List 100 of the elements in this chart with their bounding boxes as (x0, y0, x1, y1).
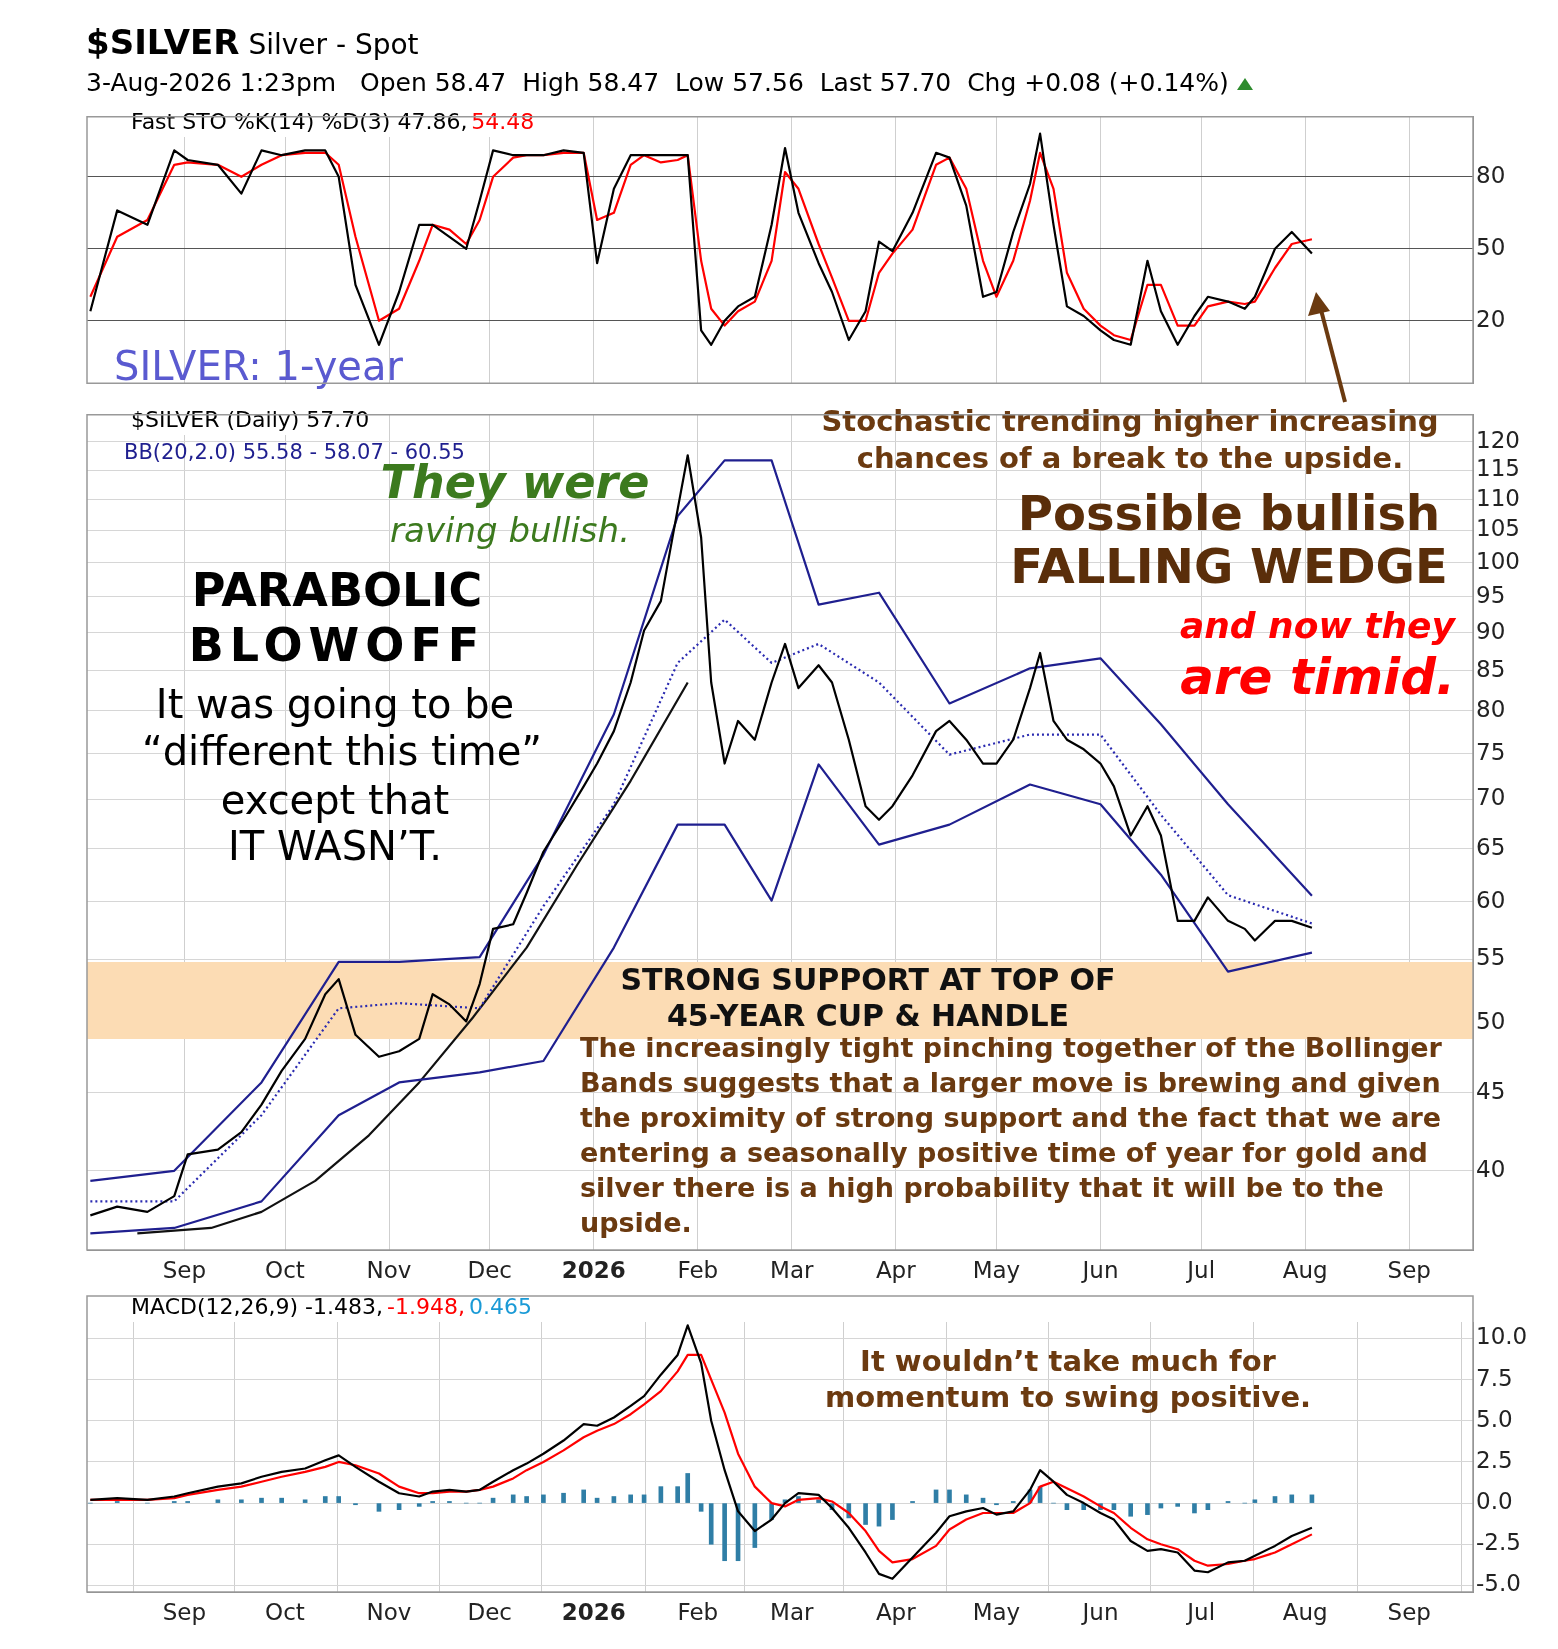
annotation: chances of a break to the upside. (856, 440, 1404, 475)
bar (581, 1489, 587, 1503)
x-tick-label: May (972, 1256, 1021, 1283)
bar (1175, 1503, 1181, 1507)
bar (541, 1494, 546, 1503)
y-tick-label: 65 (1476, 833, 1506, 860)
y-tick-label: 100 (1476, 547, 1520, 574)
bar (685, 1473, 691, 1503)
y-tick-label: 85 (1476, 655, 1506, 682)
y-tick-label: 90 (1476, 617, 1506, 644)
bar (376, 1503, 382, 1512)
bar (1145, 1503, 1150, 1515)
bar (863, 1503, 868, 1525)
bar (816, 1499, 821, 1503)
bar (561, 1492, 566, 1503)
y-tick-label: 40 (1476, 1155, 1506, 1182)
x-tick-label: Sep (162, 1598, 206, 1625)
y-tick-label: 80 (1476, 161, 1506, 188)
x-tick-label: Dec (467, 1598, 512, 1625)
x-tick-label: Apr (875, 1598, 917, 1625)
annotation: BLOWOFF (188, 617, 486, 672)
annotation: are timid. (1180, 647, 1455, 706)
x-tick-label: Nov (366, 1598, 412, 1625)
y-tick-label: 7.5 (1476, 1364, 1513, 1391)
y-tick-label: 115 (1476, 455, 1520, 482)
bar (890, 1503, 895, 1520)
bar (336, 1496, 342, 1503)
bar (1064, 1503, 1070, 1511)
x-tick-label: Nov (366, 1256, 412, 1283)
chart-subtitle: 3-Aug-2026 1:23pm Open 58.47 High 58.47 Low 57.56 Last 57.70 Chg +0.08 (+0.14%) (86, 68, 1230, 97)
bar (259, 1497, 264, 1503)
annotation: and now they (1179, 605, 1457, 647)
x-tick-label: Aug (1282, 1598, 1328, 1625)
text: MACD(12,26,9) -1.483, (131, 1293, 383, 1319)
annotation: The increasingly tight pinching together of the Bollinger Bands suggests that a larger move is brewing and given the proximity of strong support and the fact that we are entering a seasonally positive time of year for gold and silver there is a high probability that it will be to the upside. (580, 1032, 1443, 1239)
y-tick-label: 110 (1476, 484, 1520, 511)
bar (416, 1503, 422, 1507)
annotation: raving bullish. (390, 509, 630, 550)
annotation: Stochastic trending higher increasing (821, 403, 1439, 438)
y-tick-label: 10.0 (1476, 1323, 1528, 1350)
bar (322, 1496, 328, 1503)
text: 0.465 (468, 1293, 532, 1319)
bar (302, 1499, 308, 1503)
bar (1192, 1503, 1197, 1514)
bar (1252, 1499, 1258, 1503)
y-tick-label: 50 (1476, 233, 1506, 260)
x-tick-label: Oct (265, 1256, 305, 1283)
x-tick-label: Jul (1185, 1598, 1216, 1625)
y-tick-label: 2.5 (1476, 1446, 1513, 1473)
bar (1272, 1496, 1278, 1503)
y-tick-label: -5.0 (1476, 1570, 1521, 1597)
x-tick-label: Mar (770, 1598, 814, 1625)
x-tick-label: 2026 (561, 1598, 626, 1625)
annotation: except that (220, 777, 450, 824)
x-tick-label: Dec (467, 1256, 512, 1283)
y-tick-label: 60 (1476, 886, 1506, 913)
y-tick-label: 75 (1476, 738, 1506, 765)
bar (524, 1496, 529, 1503)
y-tick-label: 120 (1476, 426, 1520, 453)
bar (239, 1499, 244, 1503)
x-tick-label: Jun (1080, 1256, 1119, 1283)
x-tick-label: 2026 (561, 1256, 626, 1283)
annotation: “different this time” (141, 728, 543, 775)
annotation: momentum to swing positive. (824, 1379, 1312, 1414)
y-tick-label: 105 (1476, 515, 1520, 542)
bar (396, 1503, 402, 1511)
x-tick-label: May (972, 1598, 1021, 1625)
band-label: STRONG SUPPORT AT TOP OF 45-YEAR CUP & HANDLE (620, 962, 1116, 1034)
y-tick-label: 5.0 (1476, 1405, 1513, 1432)
bar (947, 1489, 952, 1503)
bar (698, 1503, 704, 1512)
y-tick-label: 80 (1476, 695, 1506, 722)
bar (279, 1497, 284, 1503)
x-tick-label: Feb (677, 1598, 719, 1625)
x-tick-label: Jul (1185, 1256, 1216, 1283)
y-tick-label: 45 (1476, 1077, 1506, 1104)
bar (628, 1494, 633, 1503)
annotation: PARABOLIC (191, 562, 483, 617)
x-tick-label: Apr (875, 1256, 917, 1283)
x-tick-label: Sep (1387, 1598, 1431, 1625)
y-tick-label: -2.5 (1476, 1529, 1521, 1556)
chart-title: $SILVER Silver - Spot (86, 22, 419, 62)
bar (1111, 1503, 1117, 1511)
y-tick-label: 50 (1476, 1007, 1506, 1034)
x-tick-label: Mar (770, 1256, 814, 1283)
bar (675, 1486, 680, 1503)
x-tick-label: Sep (1387, 1256, 1431, 1283)
bar (1128, 1503, 1134, 1517)
y-tick-label: 20 (1476, 305, 1506, 332)
y-tick-label: 0.0 (1476, 1488, 1513, 1515)
x-tick-label: Sep (162, 1256, 206, 1283)
bar (215, 1499, 221, 1503)
bar (708, 1503, 714, 1545)
y-tick-label: 95 (1476, 581, 1506, 608)
y-tick-label: 55 (1476, 944, 1506, 971)
text: -1.948, (386, 1293, 465, 1319)
bar (510, 1494, 516, 1503)
x-tick-label: Oct (265, 1598, 305, 1625)
bar (611, 1496, 617, 1503)
bar (722, 1503, 727, 1562)
